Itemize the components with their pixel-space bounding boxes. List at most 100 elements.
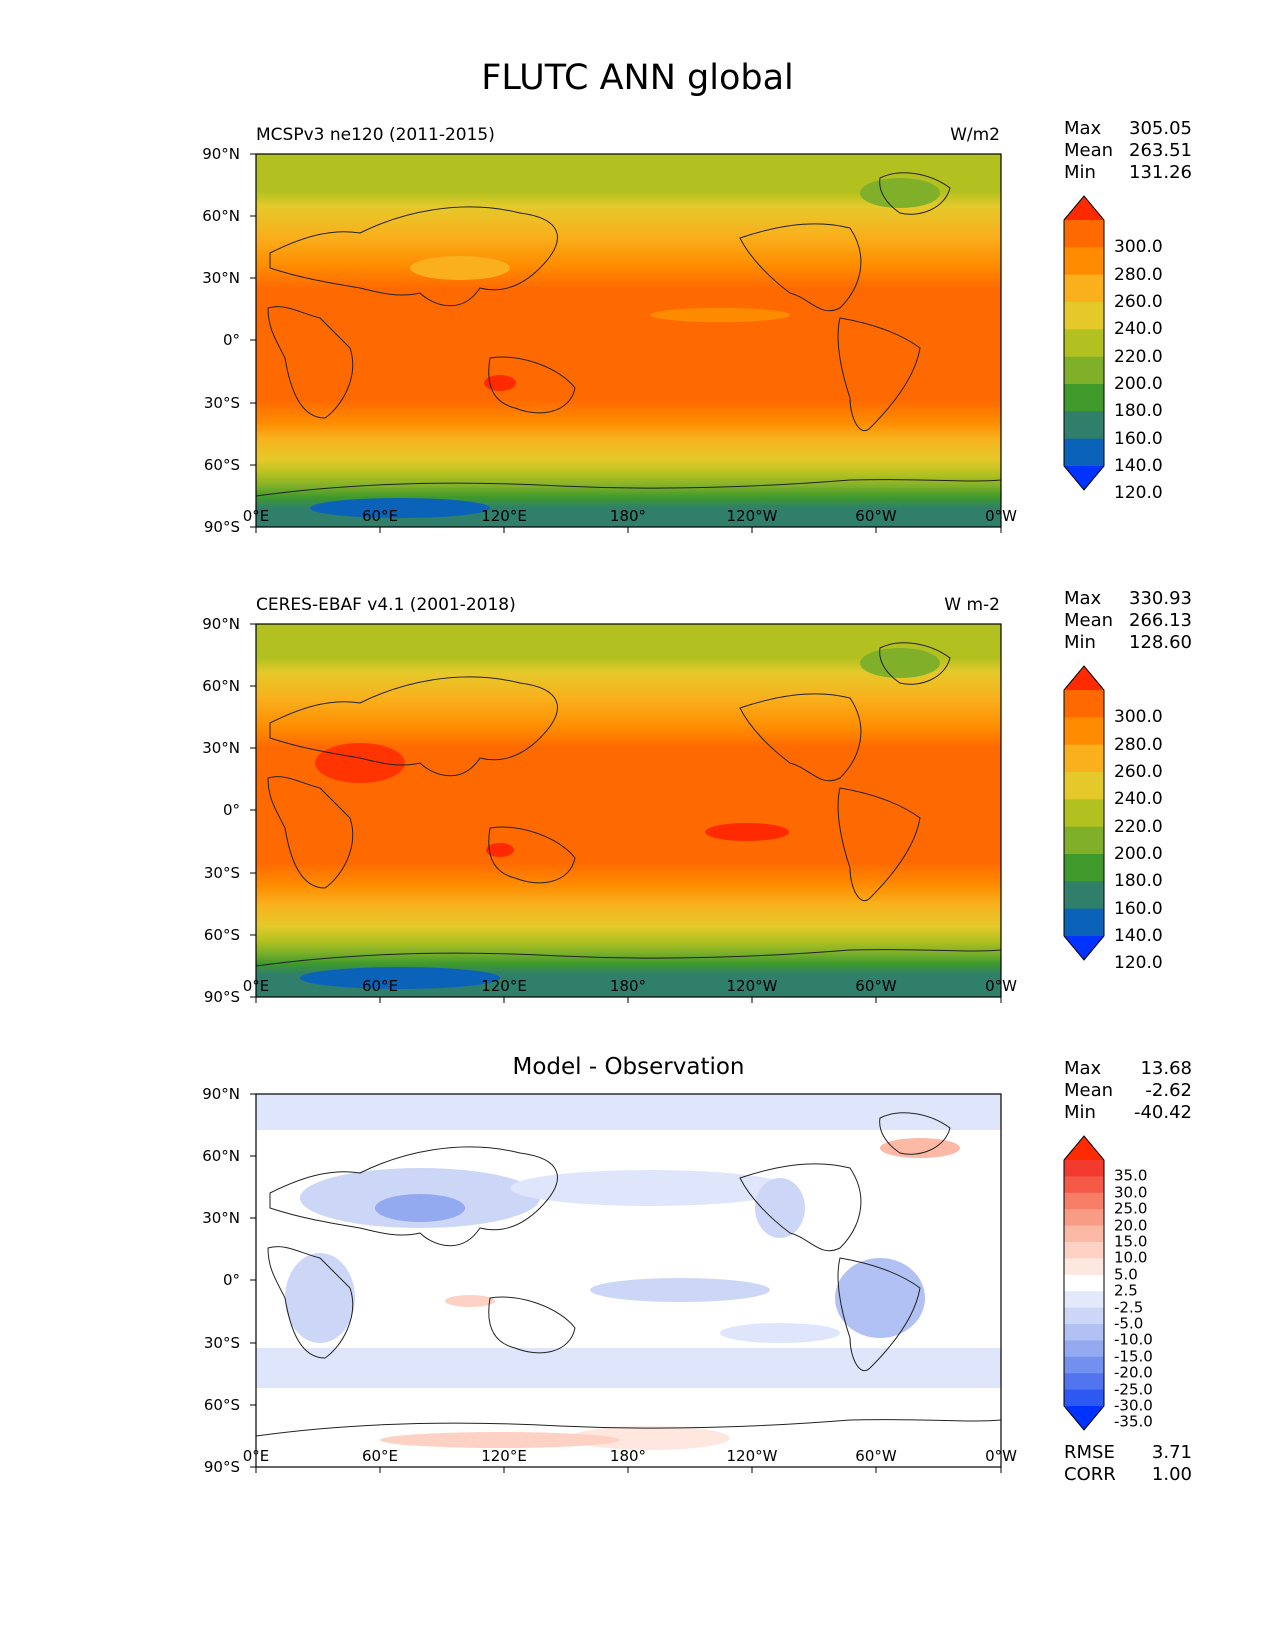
x-tick-label: 180° [609,1447,647,1465]
colorbar-tick-label: 15.0 [1114,1232,1148,1251]
colorbar-segment [1064,1225,1104,1243]
colorbar-tick-label: 120.0 [1114,483,1163,504]
colorbar-extend-max [1064,666,1104,690]
corr-value: 1.00 [1151,1464,1192,1485]
panel-stats: Max 13.68 Mean -2.62 Min -40.42 [1064,1058,1192,1124]
y-tick-label: 30°N [202,269,240,287]
stat-max-value: 330.93 [1129,588,1192,609]
x-tick-label: 0°W [985,977,1017,995]
colorbar-segment [1064,881,1104,910]
colorbar-tick-label: 180.0 [1114,401,1163,422]
colorbar-segment [1064,744,1104,773]
x-tick-label: 120°W [726,507,778,525]
stat-max-label: Max [1064,588,1102,609]
colorbar-segment [1064,1291,1104,1309]
y-tick-label: 0° [222,331,240,349]
colorbar-tick-label: -15.0 [1114,1347,1153,1366]
colorbar-tick-label: 180.0 [1114,871,1163,892]
colorbar-extend-min [1064,1406,1104,1430]
figure-title: FLUTC ANN global [481,58,794,98]
colorbar-segment [1064,854,1104,882]
colorbar-segment [1064,1389,1104,1407]
colorbar-tick-label: 260.0 [1114,762,1163,782]
colorbar-tick-label: 140.0 [1114,456,1163,476]
y-tick-label: 0° [222,801,240,819]
colorbar-tick-label: -30.0 [1114,1396,1153,1415]
rmse-label: RMSE [1064,1442,1115,1463]
colorbar-segment [1064,1242,1104,1259]
y-tick-label: 0° [222,1271,240,1289]
x-tick-label: 60°E [361,977,399,995]
x-tick-label: 180° [609,507,647,525]
panel-units: W m-2 [944,595,1000,615]
colorbar-segment [1064,826,1104,855]
colorbar-extend-max [1064,196,1104,220]
colorbar-segment [1064,799,1104,828]
colorbar-tick-label: -2.5 [1114,1298,1144,1317]
x-tick-label: 120°E [481,1447,527,1465]
colorbar-segment [1064,772,1104,800]
colorbar-tick-label: -5.0 [1114,1314,1144,1333]
y-tick-label: 60°N [202,677,240,695]
colorbar-tick-label: -10.0 [1114,1330,1153,1349]
stat-min-label: Min [1064,162,1096,183]
y-tick-label: 30°S [203,394,240,412]
x-tick-label: 60°W [855,977,897,995]
colorbar-segment [1064,411,1104,440]
stat-max-label: Max [1064,1058,1102,1079]
colorbar-tick-label: 120.0 [1114,953,1163,974]
colorbar-tick-label: -20.0 [1114,1363,1153,1382]
colorbar-difference [1063,1135,1105,1431]
y-tick-label: 60°N [202,1147,240,1165]
panel-observation: CERES-EBAF v4.1 (2001-2018) W m-2 90°N 6… [0,588,1275,1058]
difference-metrics: RMSE 3.71 CORR 1.00 [1064,1442,1192,1486]
x-tick-label: 60°W [855,1447,897,1465]
panel-stats: Max 305.05 Mean 263.51 Min 131.26 [1064,118,1192,184]
stat-mean-label: Mean [1064,1080,1114,1101]
colorbar-extend-min [1064,936,1104,960]
colorbar-tick-label: 280.0 [1114,734,1163,755]
stat-max-value: 13.68 [1140,1058,1192,1079]
stat-mean-label: Mean [1064,140,1114,161]
colorbar-tick-label: 2.5 [1114,1281,1138,1300]
y-tick-label: 90°N [202,145,240,163]
colorbar-tick-label: 30.0 [1114,1183,1148,1202]
colorbar-segment [1064,1324,1104,1341]
panel-stats: Max 330.93 Mean 266.13 Min 128.60 [1064,588,1192,654]
y-tick-label: 30°S [203,864,240,882]
map-observation [250,623,1002,1003]
colorbar-outline [1063,195,1105,491]
colorbar-segment [1064,1356,1104,1374]
colorbar-segment [1064,1160,1104,1177]
colorbar-segment [1064,1258,1104,1276]
x-tick-label: 0°E [242,977,270,995]
stat-min-label: Min [1064,1102,1096,1123]
colorbar-extend-min [1064,466,1104,490]
colorbar-tick-label: 280.0 [1114,264,1163,285]
y-tick-label: 30°N [202,1209,240,1227]
colorbar-absolute [1063,195,1105,491]
colorbar-segment [1064,690,1104,718]
x-tick-label: 120°E [481,507,527,525]
colorbar-segment [1064,302,1104,330]
colorbar-tick-label: 200.0 [1114,844,1163,864]
x-tick-label: 120°E [481,977,527,995]
x-tick-label: 60°E [361,1447,399,1465]
colorbar-tick-label: 300.0 [1114,237,1163,258]
colorbar-segment [1064,1192,1104,1210]
x-tick-label: 120°W [726,1447,778,1465]
colorbar-segment [1064,1176,1104,1194]
map-difference [250,1093,1002,1473]
colorbar-segment [1064,1340,1104,1358]
colorbar-tick-label: -25.0 [1114,1380,1153,1399]
colorbar-segment [1064,274,1104,303]
x-tick-label: 0°W [985,1447,1017,1465]
panel-left-title: CERES-EBAF v4.1 (2001-2018) [256,595,516,615]
y-tick-label: 60°N [202,207,240,225]
colorbar-tick-label: 240.0 [1114,789,1163,810]
colorbar-tick-label: 35.0 [1114,1166,1148,1185]
colorbar-segment [1064,1373,1104,1391]
stat-mean-value: 263.51 [1129,140,1192,161]
colorbar-tick-label: 20.0 [1114,1216,1148,1235]
y-tick-label: 90°S [203,988,240,1006]
